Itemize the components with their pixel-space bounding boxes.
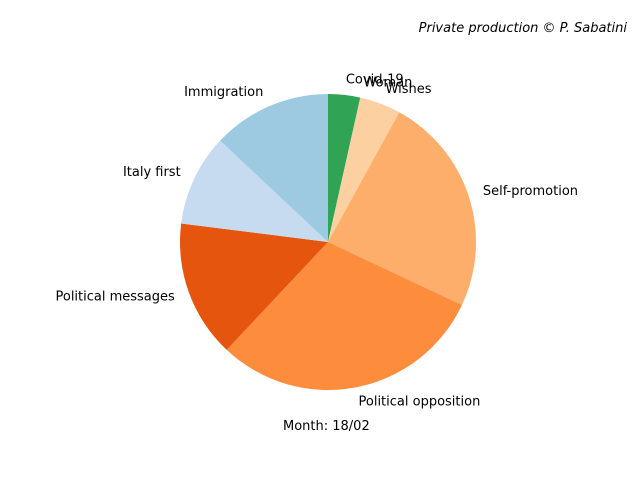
pie-slice-covid-19 [328, 94, 361, 242]
pie-label-political-messages: Political messages [55, 290, 175, 305]
month-caption: Month: 18/02 [283, 419, 370, 434]
pie-label-italy-first: Italy first [123, 165, 181, 180]
pie-label-woman: Woman [364, 76, 413, 91]
pie-label-immigration: Immigration [184, 85, 263, 100]
pie-slice-self-promotion [328, 112, 476, 306]
pie-slice-italy-first [181, 140, 328, 242]
pie-slice-wishes [328, 97, 400, 242]
credit-text: Private production © P. Sabatini [419, 21, 628, 36]
pie-label-political-opposition: Political opposition [359, 394, 481, 409]
pie-slice-political-messages [180, 223, 328, 350]
pie-slice-immigration [220, 94, 328, 242]
pie-label-covid-19: Covid-19 [346, 73, 404, 88]
pie-slice-political-opposition [226, 242, 462, 391]
pie-label-self-promotion: Self-promotion [483, 184, 578, 199]
pie-slices [180, 94, 476, 391]
pie-label-wishes: Wishes [386, 82, 432, 97]
